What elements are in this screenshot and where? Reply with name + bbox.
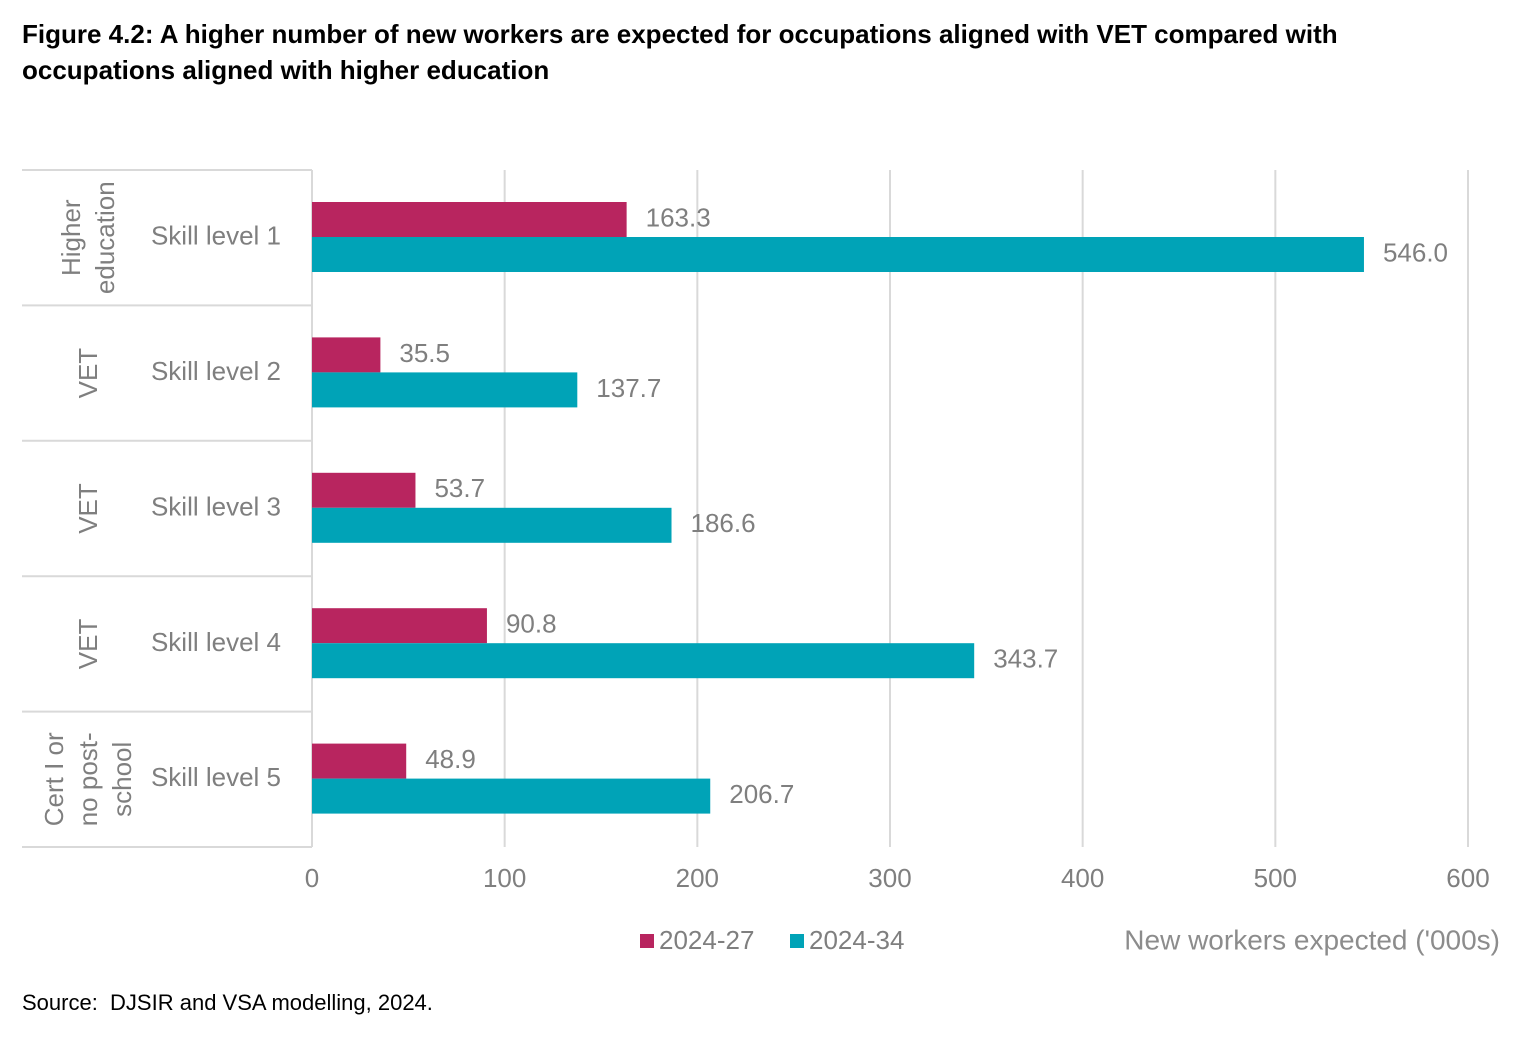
- bar: [312, 743, 407, 779]
- group-label: school: [107, 742, 137, 817]
- x-axis-title: New workers expected ('000s): [1124, 924, 1500, 955]
- x-tick-label: 500: [1254, 863, 1297, 893]
- value-label: 53.7: [434, 473, 485, 503]
- value-label: 186.6: [691, 508, 756, 538]
- category-label: Skill level 2: [151, 356, 281, 386]
- group-label: Cert I or: [39, 732, 69, 826]
- x-tick-label: 0: [305, 863, 319, 893]
- group-label: Higher: [56, 199, 86, 276]
- x-tick-label: 200: [676, 863, 719, 893]
- bar: [312, 778, 711, 814]
- category-label: Skill level 5: [151, 762, 281, 792]
- x-tick-label: 300: [868, 863, 911, 893]
- value-label: 137.7: [596, 373, 661, 403]
- bar: [312, 608, 487, 644]
- source-note: Source: DJSIR and VSA modelling, 2024.: [22, 990, 433, 1015]
- group-label: VET: [73, 483, 103, 534]
- bar: [312, 372, 578, 408]
- value-label: 48.9: [425, 744, 476, 774]
- group-label: VET: [73, 348, 103, 399]
- legend-swatch: [640, 934, 654, 948]
- group-label: education: [90, 181, 120, 294]
- value-label: 90.8: [506, 609, 557, 639]
- bar: [312, 507, 672, 543]
- value-label: 546.0: [1383, 237, 1448, 267]
- group-label: no post-: [73, 732, 103, 826]
- x-tick-label: 600: [1446, 863, 1489, 893]
- value-label: 35.5: [399, 338, 450, 368]
- chart-title: Figure 4.2: A higher number of new worke…: [22, 19, 1338, 85]
- group-label: VET: [73, 619, 103, 670]
- category-label: Skill level 4: [151, 627, 281, 657]
- value-label: 206.7: [729, 779, 794, 809]
- bar: [312, 237, 1364, 272]
- bar: [312, 202, 627, 237]
- bar: [312, 472, 416, 508]
- x-tick-label: 400: [1061, 863, 1104, 893]
- legend-label: 2024-27: [659, 925, 754, 955]
- legend-swatch: [790, 934, 804, 948]
- x-tick-label: 100: [483, 863, 526, 893]
- category-label: Skill level 3: [151, 491, 281, 521]
- bar: [312, 643, 975, 679]
- bar: [312, 337, 381, 373]
- value-label: 343.7: [993, 644, 1058, 674]
- category-label: Skill level 1: [151, 221, 281, 251]
- value-label: 163.3: [646, 202, 711, 232]
- legend-label: 2024-34: [809, 925, 904, 955]
